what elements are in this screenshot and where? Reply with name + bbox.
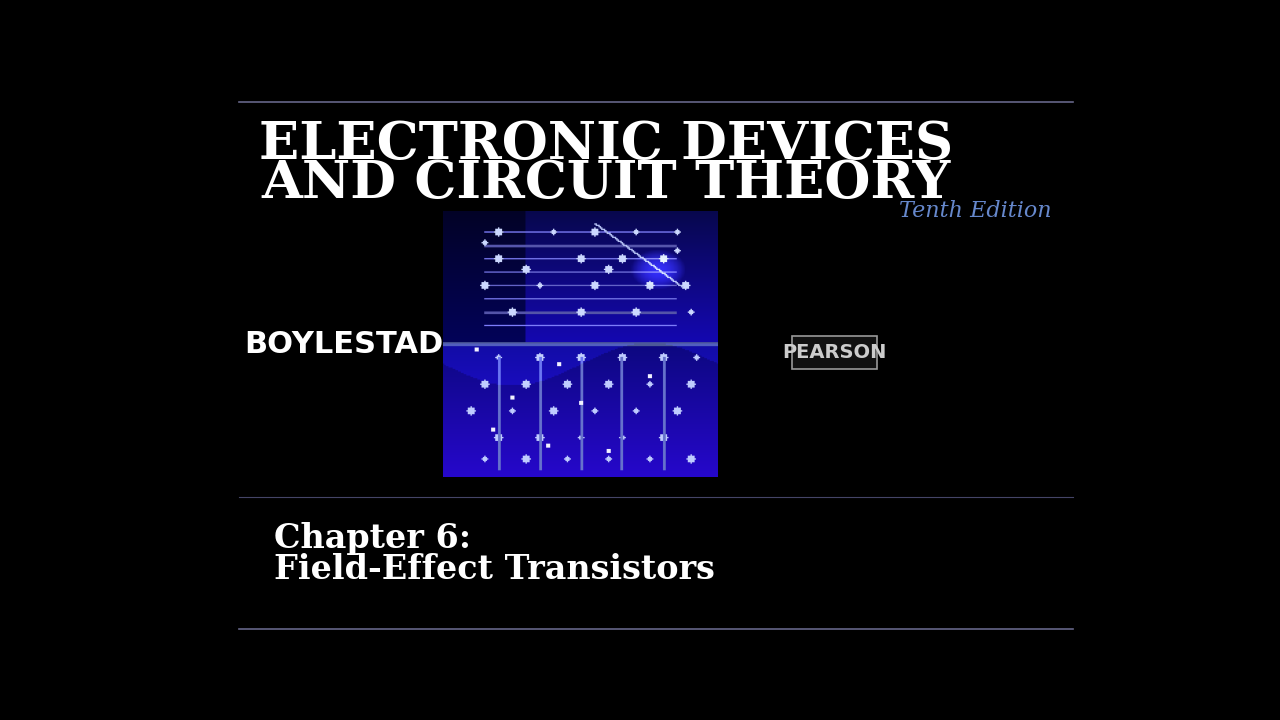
Text: AND CIRCUIT THEORY: AND CIRCUIT THEORY [262, 158, 951, 209]
Text: Tenth Edition: Tenth Edition [899, 200, 1052, 222]
Bar [443, 211, 718, 477]
Text: ELECTRONIC DEVICES: ELECTRONIC DEVICES [260, 119, 954, 170]
Text: PEARSON: PEARSON [782, 343, 887, 362]
Text: Chapter 6:: Chapter 6: [274, 522, 471, 554]
Text: Field-Effect Transistors: Field-Effect Transistors [274, 554, 716, 586]
Text: BOYLESTAD: BOYLESTAD [244, 330, 443, 359]
FancyBboxPatch shape [792, 336, 877, 369]
